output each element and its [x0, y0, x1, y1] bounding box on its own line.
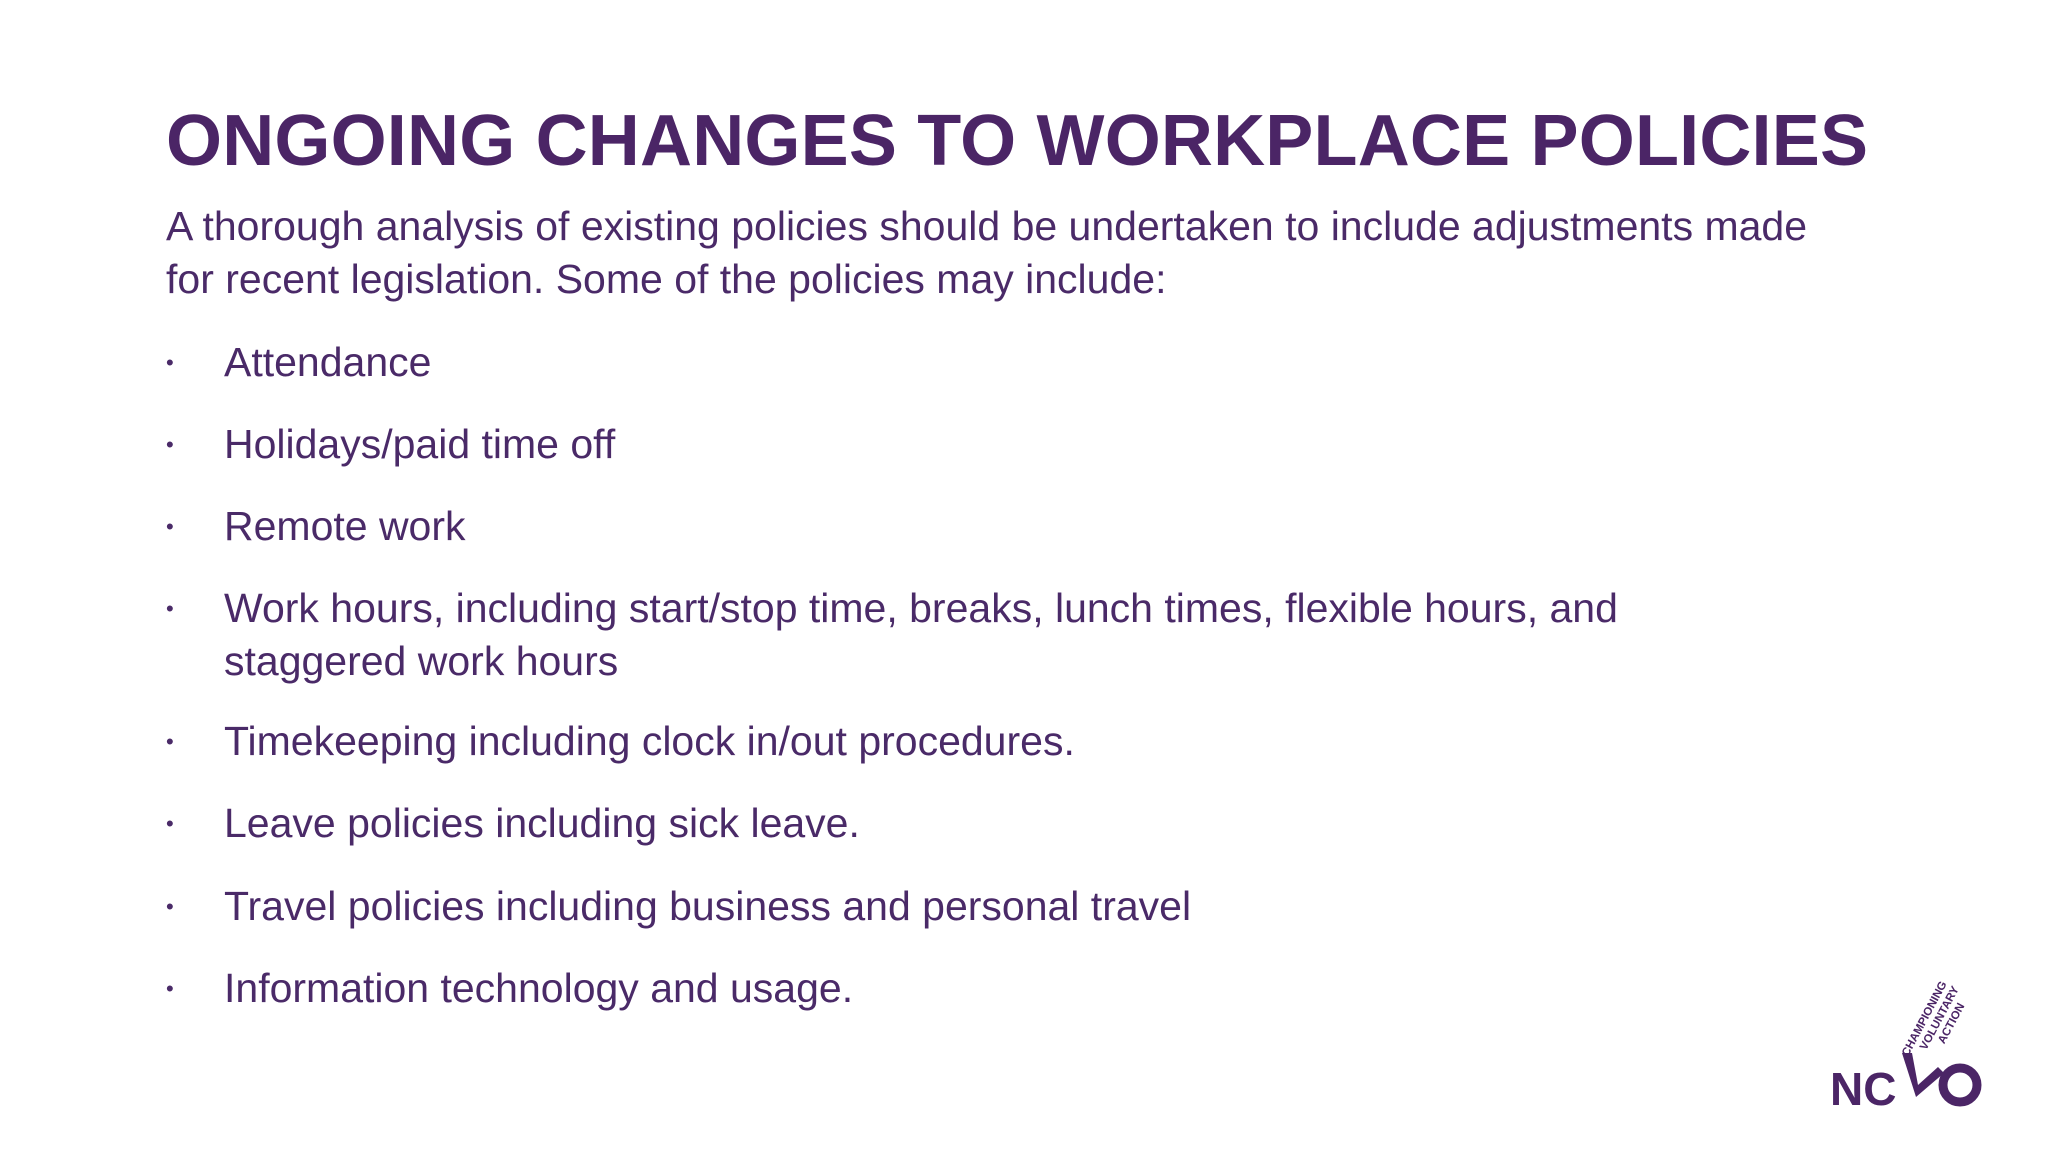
bullet-icon: •: [166, 976, 174, 1001]
bullet-icon: •: [166, 894, 174, 919]
svg-text:NC: NC: [1830, 1063, 1896, 1115]
intro-paragraph: A thorough analysis of existing policies…: [166, 203, 1808, 302]
bullet-icon: •: [166, 350, 174, 375]
bullet-icon: •: [166, 596, 174, 621]
ncvo-logo: NC CHAMPIONING VOLUNTARY ACTION: [1830, 979, 1982, 1115]
bullet-icon: •: [166, 432, 174, 457]
bullet-icon: •: [166, 514, 174, 539]
bullet-icon: •: [166, 729, 174, 754]
bullet-icon: •: [166, 811, 174, 836]
slide-title: ONGOING CHANGES TO WORKPLACE POLICIES: [166, 101, 1869, 181]
